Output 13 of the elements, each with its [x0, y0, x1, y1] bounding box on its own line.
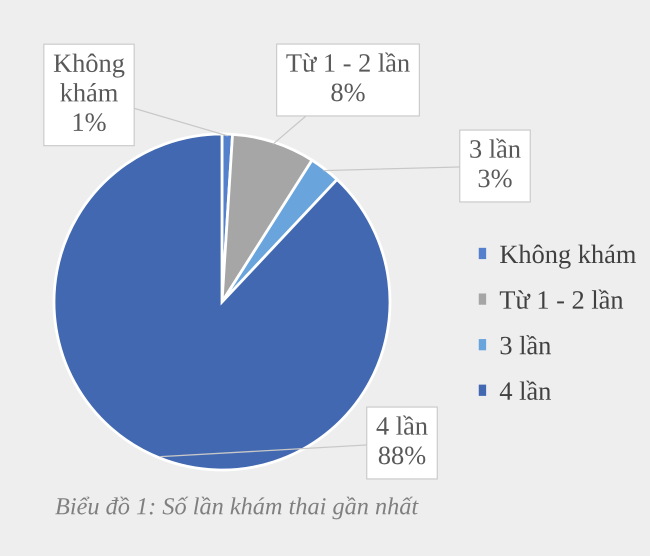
data-label: 88%	[378, 446, 426, 464]
data-label: 8%	[331, 84, 365, 102]
data-label: 1%	[74, 113, 106, 132]
data-label: 3%	[478, 170, 512, 188]
text: Biểu đồ 1: Số lần khám thai gần nhất	[55, 496, 419, 520]
legend-label: 3 lần	[500, 335, 551, 354]
slice-label: 4 lần	[376, 416, 428, 435]
slice-label: 3 lần	[470, 138, 521, 158]
slice-label: Từ 1 - 2 lần	[286, 52, 410, 72]
slice-label: Không khám	[54, 54, 124, 102]
legend-label: 4 lần	[500, 380, 551, 400]
legend-label: Không khám	[500, 244, 636, 269]
legend-label: Từ 1 - 2 lần	[500, 290, 624, 309]
